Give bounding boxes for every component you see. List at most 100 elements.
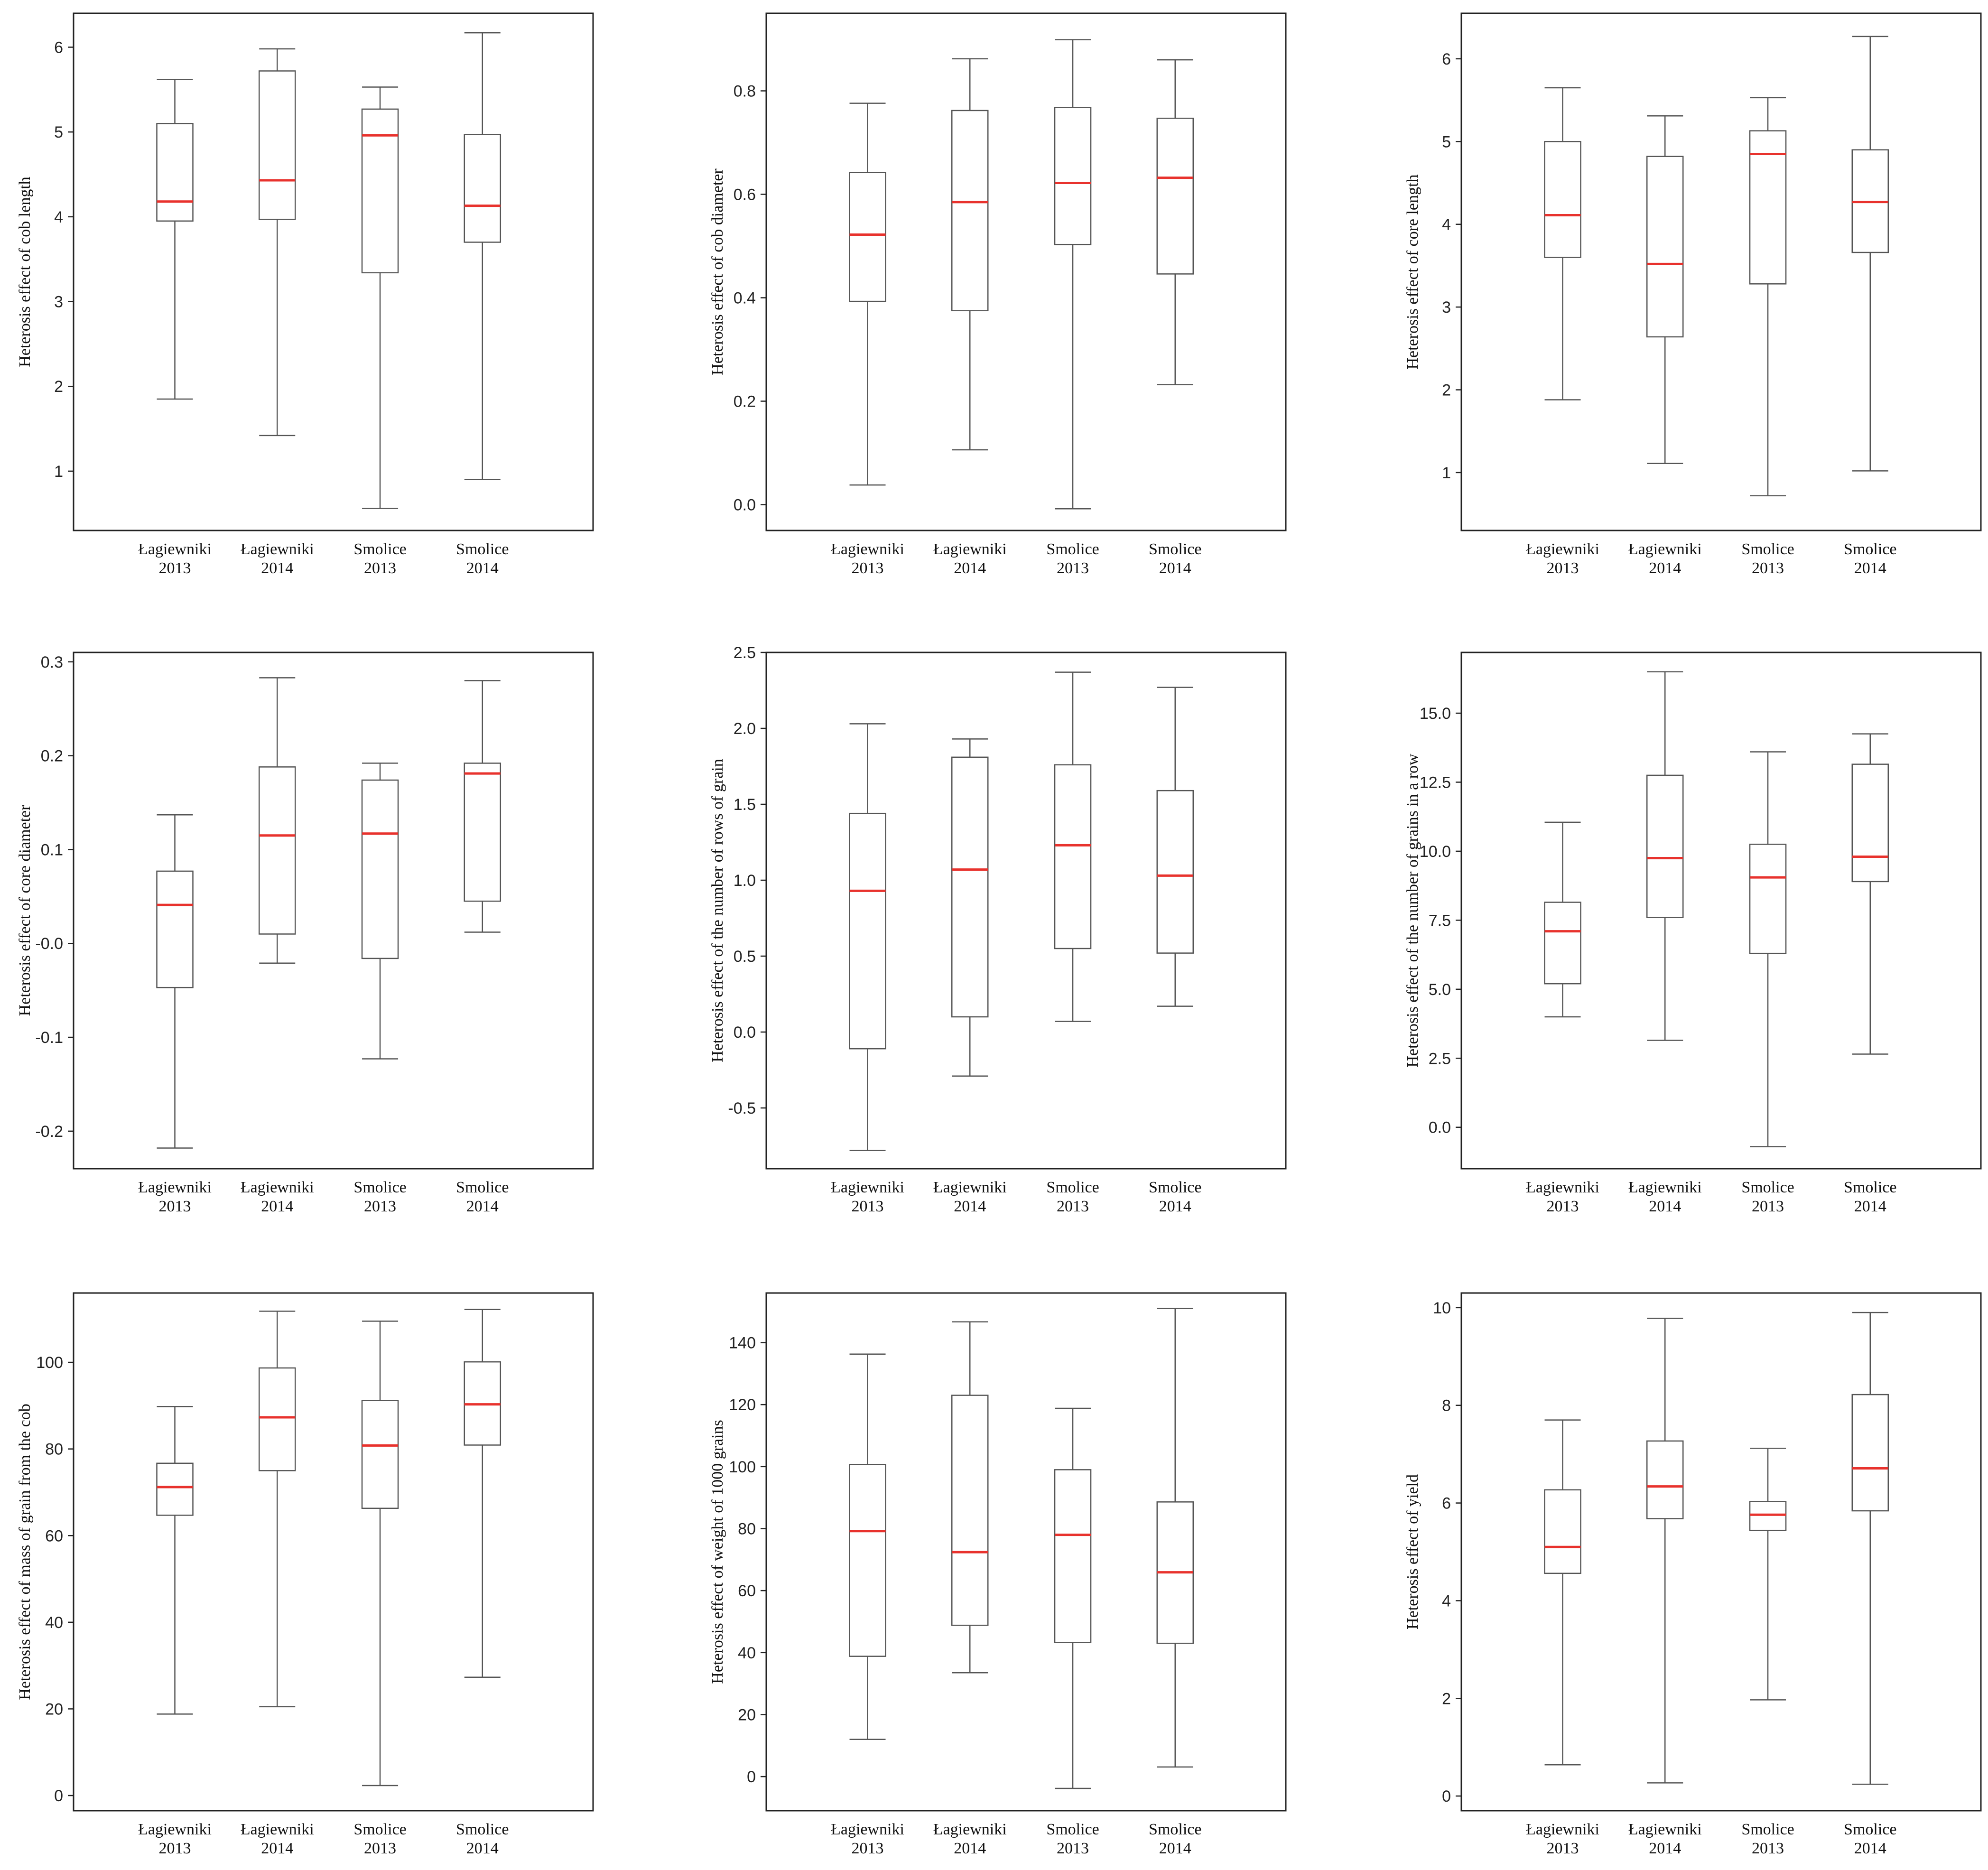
box-łagiewniki-2013: [156, 1405, 194, 1715]
y-tick-label: -0.1: [35, 1029, 63, 1047]
iqr-box: [258, 70, 296, 220]
plot-frame: [73, 1292, 594, 1812]
x-tick-site: Smolice: [456, 540, 509, 558]
iqr-box: [1646, 156, 1684, 338]
x-tick-year: 2014: [466, 1840, 499, 1857]
iqr-box: [1054, 764, 1092, 949]
y-tick-label: 60: [45, 1527, 63, 1545]
x-tick-label: Łagiewniki 2014: [241, 1821, 314, 1857]
y-tick-label: 5: [1442, 133, 1451, 151]
x-tick-year: 2014: [261, 1840, 293, 1857]
box-łagiewniki-2013: [849, 1353, 886, 1740]
x-tick-site: Łagiewniki: [831, 1821, 904, 1838]
x-tick-year: 2014: [1649, 1198, 1681, 1215]
x-tick-label: Smolice 2014: [456, 1179, 509, 1215]
box-smolice-2014: [1851, 733, 1889, 1055]
x-tick-year: 2014: [1159, 1198, 1191, 1215]
y-tick-label: 100: [36, 1354, 63, 1372]
x-tick-label: Łagiewniki 2013: [138, 1821, 212, 1857]
y-axis-label: Heterosis effect of cob diameter: [709, 168, 726, 375]
x-tick-label: Smolice 2013: [1741, 1821, 1794, 1857]
x-tick-year: 2013: [1057, 1840, 1089, 1857]
boxplot-panel-3: 1 2 3 4 5 6 Heterosis effect of core length Łag…: [1404, 12, 1982, 577]
box-smolice-2013: [1749, 751, 1787, 1147]
box-smolice-2013: [1054, 39, 1092, 510]
x-tick-site: Łagiewniki: [1526, 540, 1599, 558]
boxplot-panel-1: 1 2 3 4 5 6 Heterosis effect of cob length Łagi…: [16, 12, 594, 577]
x-tick-label: Smolice 2014: [1149, 540, 1201, 577]
y-axis-label: Heterosis effect of the number of rows o…: [709, 759, 726, 1062]
box-łagiewniki-2014: [1646, 1318, 1684, 1784]
y-tick-label: 0: [1442, 1787, 1451, 1805]
boxplot-panel-8: 0 20 40 60 80 100 120 140 Heterosis effect of we…: [709, 1292, 1287, 1857]
iqr-box: [464, 134, 502, 243]
y-axis-label: Heterosis effect of core diameter: [16, 805, 34, 1016]
x-tick-label: Smolice 2014: [1844, 1179, 1896, 1215]
box-smolice-2014: [1851, 36, 1889, 472]
iqr-box: [361, 1400, 399, 1509]
x-tick-label: Smolice 2014: [456, 540, 509, 577]
x-tick-label: Smolice 2014: [1149, 1179, 1201, 1215]
x-tick-year: 2013: [159, 1198, 191, 1215]
x-tick-site: Łagiewniki: [933, 540, 1007, 558]
x-tick-site: Smolice: [353, 540, 406, 558]
box-łagiewniki-2014: [951, 738, 989, 1077]
x-tick-label: Łagiewniki 2013: [138, 540, 212, 577]
box-łagiewniki-2014: [258, 48, 296, 437]
y-tick-label: 4: [54, 208, 63, 226]
x-tick-site: Smolice: [1149, 1821, 1201, 1838]
box-smolice-2013: [1749, 1448, 1787, 1701]
y-axis-label: Heterosis effect of mass of grain from t…: [16, 1404, 34, 1700]
x-tick-site: Smolice: [1741, 1179, 1794, 1196]
boxplot-panel-5: -0.5 0.0 0.5 1.0 1.5 2.0 2.5 Heterosis effect o…: [709, 644, 1287, 1215]
iqr-box: [361, 108, 399, 274]
y-tick-label: 1: [1442, 464, 1451, 482]
x-tick-site: Smolice: [1046, 1179, 1099, 1196]
iqr-box: [156, 1462, 194, 1516]
iqr-box: [1156, 790, 1194, 954]
x-tick-label: Łagiewniki 2013: [1526, 1179, 1599, 1215]
y-tick-label: 4: [1442, 1592, 1451, 1610]
x-tick-site: Łagiewniki: [1628, 1821, 1702, 1838]
x-tick-site: Łagiewniki: [241, 540, 314, 558]
x-tick-site: Smolice: [1149, 1179, 1201, 1196]
y-tick-label: 0: [747, 1768, 756, 1786]
y-tick-label: 2.5: [1429, 1050, 1451, 1068]
x-tick-label: Smolice 2013: [1046, 540, 1099, 577]
plot-frame: [73, 12, 594, 531]
iqr-box: [258, 766, 296, 935]
box-smolice-2013: [1749, 97, 1787, 497]
y-tick-label: 80: [738, 1520, 756, 1538]
y-axis-label: Heterosis effect of cob length: [16, 177, 34, 367]
iqr-box: [1544, 1489, 1581, 1574]
y-tick-label: 0: [54, 1787, 63, 1805]
y-tick-label: 0.0: [734, 496, 756, 514]
plot-frame: [1460, 651, 1982, 1170]
x-tick-site: Łagiewniki: [1526, 1821, 1599, 1838]
x-tick-label: Łagiewniki 2013: [138, 1179, 212, 1215]
x-tick-site: Łagiewniki: [241, 1179, 314, 1196]
box-smolice-2014: [464, 1309, 502, 1678]
x-tick-label: Smolice 2014: [1149, 1821, 1201, 1857]
box-łagiewniki-2013: [1544, 87, 1581, 400]
x-tick-label: Smolice 2013: [1741, 540, 1794, 577]
x-tick-site: Smolice: [1046, 1821, 1099, 1838]
box-smolice-2014: [1156, 59, 1194, 385]
x-tick-year: 2013: [1057, 559, 1089, 577]
y-tick-label: 6: [1442, 50, 1451, 68]
iqr-box: [1749, 130, 1787, 285]
x-tick-site: Smolice: [1149, 540, 1201, 558]
iqr-box: [849, 812, 886, 1050]
x-tick-site: Smolice: [353, 1821, 406, 1838]
x-tick-label: Smolice 2013: [1741, 1179, 1794, 1215]
boxplot-panel-7: 0 20 40 60 80 100 Heterosis effect of mass of …: [16, 1292, 594, 1857]
iqr-box: [1646, 774, 1684, 918]
y-tick-label: 10: [1433, 1299, 1451, 1317]
x-tick-year: 2013: [1547, 1840, 1579, 1857]
x-tick-label: Łagiewniki 2013: [831, 1179, 904, 1215]
iqr-box: [1851, 1394, 1889, 1512]
y-axis-label: Heterosis effect of weight of 1000 grain…: [709, 1420, 726, 1684]
y-tick-label: 0.5: [734, 948, 756, 966]
y-tick-label: 140: [729, 1334, 756, 1352]
y-tick-label: 4: [1442, 216, 1451, 234]
